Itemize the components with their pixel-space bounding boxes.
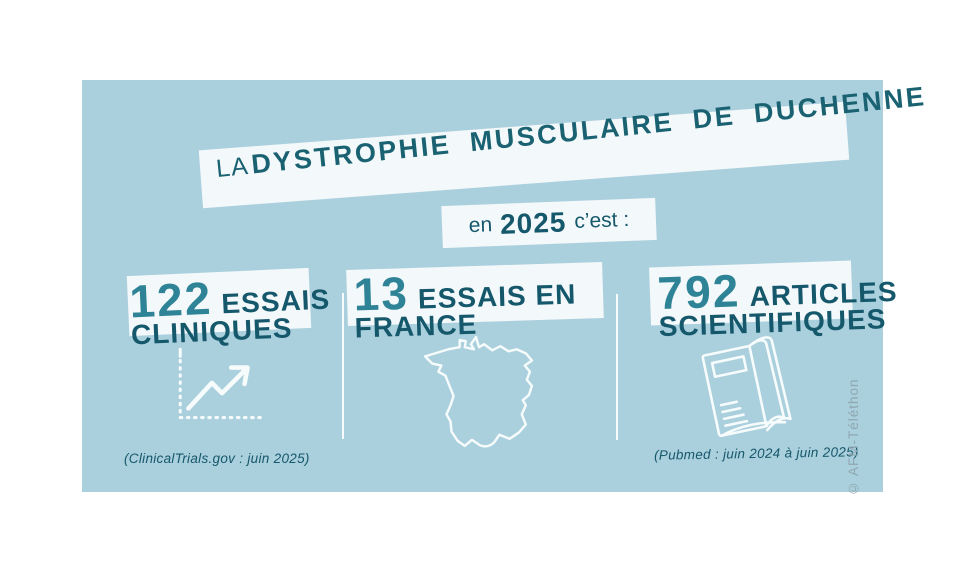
title-text-layer: LADYSTROPHIE MUSCULAIRE DE DUCHENNE (199, 81, 928, 208)
subtitle-year: 2025 (499, 206, 567, 240)
subtitle-post: c’est : (573, 207, 630, 234)
column-divider (342, 293, 344, 439)
france-map-icon (420, 332, 536, 452)
subtitle-pre: en (468, 213, 493, 238)
stat-value: 792 (656, 264, 742, 320)
journal-icon (692, 332, 796, 444)
source-pubmed: (Pubmed : juin 2024 à juin 2025) (653, 444, 859, 463)
column-divider (616, 294, 618, 440)
title-main: DYSTROPHIE MUSCULAIRE DE DUCHENNE (249, 81, 928, 180)
title-prefix: LA (214, 151, 251, 184)
stat-label-line2: CLINIQUES (130, 312, 294, 351)
stat-heading-essais-france: 13 ESSAIS EN FRANCE (352, 266, 578, 344)
stat-label-line1: ESSAIS EN (417, 278, 577, 315)
source-clinicaltrials: (ClinicalTrials.gov : juin 2025) (124, 451, 310, 466)
copyright-label: © AFM-Téléthon (846, 378, 861, 496)
stat-value: 13 (352, 266, 410, 321)
stat-heading-articles: 792 ARTICLES SCIENTIFIQUES (656, 264, 899, 342)
infographic-card: LADYSTROPHIE MUSCULAIRE DE DUCHENNE en 2… (82, 80, 928, 496)
line-chart-icon (168, 346, 270, 430)
subtitle-banner: en 2025 c’est : (441, 197, 657, 249)
stat-heading-essais-cliniques: 122 ESSAIS CLINIQUES (128, 271, 332, 351)
subtitle: en 2025 c’est : (441, 198, 656, 248)
page-title: LADYSTROPHIE MUSCULAIRE DE DUCHENNE (215, 81, 928, 184)
